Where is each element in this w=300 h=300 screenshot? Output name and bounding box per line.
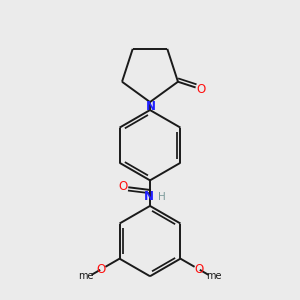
Text: O: O [196, 83, 206, 96]
Text: H: H [158, 192, 166, 202]
Text: O: O [194, 263, 203, 276]
Text: O: O [118, 180, 128, 193]
Text: me: me [206, 271, 221, 281]
Text: me: me [79, 271, 94, 281]
Text: O: O [97, 263, 106, 276]
Text: N: N [144, 190, 154, 203]
Text: N: N [146, 100, 156, 113]
